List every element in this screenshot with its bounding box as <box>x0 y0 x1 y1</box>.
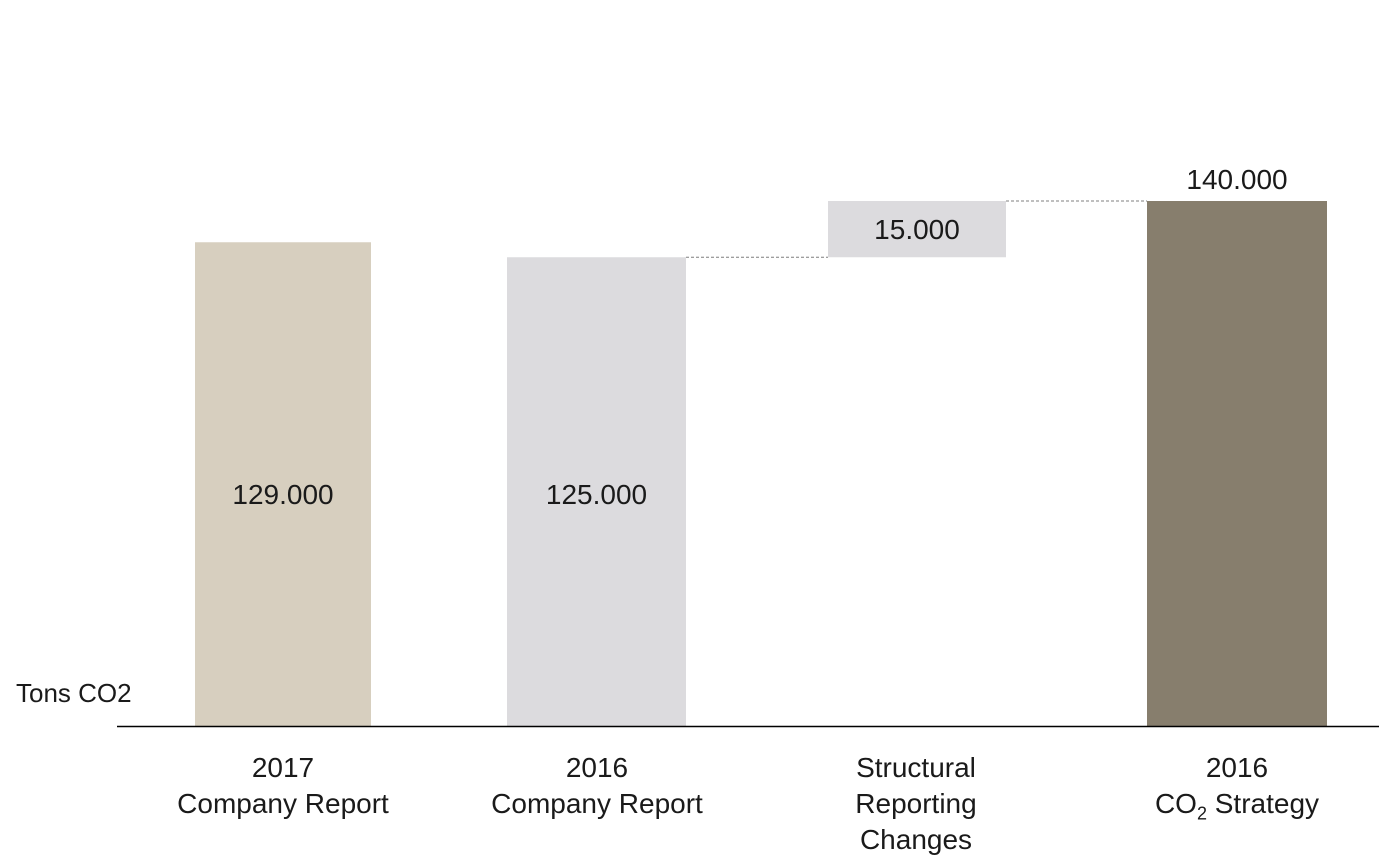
category-label-line: Structural <box>856 752 976 783</box>
category-label-line: 2016 <box>1205 752 1269 783</box>
category-label-line: Reporting <box>855 788 977 819</box>
category-label-line: Company Report <box>491 788 703 819</box>
bar-value-label-0: 129.000 <box>232 479 333 510</box>
category-label-structural-reporting-changes: Structural Reporting Changes <box>766 750 1066 858</box>
category-label-2016-co2-strategy: 2016 CO2 Strategy <box>1087 750 1379 824</box>
bar-0 <box>195 242 371 726</box>
bar-value-label-3: 140.000 <box>1186 164 1287 195</box>
y-unit-label: Tons CO2 <box>16 678 132 708</box>
co-text: CO <box>1154 788 1197 819</box>
category-label-2016-company-report: 2016 Company Report <box>447 750 747 822</box>
category-label-line: Company Report <box>177 788 389 819</box>
bar-1 <box>507 257 686 726</box>
bars <box>195 201 1327 726</box>
category-label-line: CO2 Strategy <box>1087 786 1379 824</box>
connector-lines <box>686 200 1147 258</box>
category-label-line: Changes <box>859 824 973 855</box>
bar-2 <box>828 201 1006 258</box>
category-label-line: 2017 <box>251 752 315 783</box>
strategy-text: Strategy <box>1206 788 1320 819</box>
bar-labels: 129.000 125.000 15.000 140.000 <box>232 164 1287 510</box>
bar-3 <box>1147 201 1327 726</box>
category-label-line: 2016 <box>565 752 629 783</box>
category-label-2017-company-report: 2017 Company Report <box>133 750 433 822</box>
bar-value-label-2: 15.000 <box>874 214 960 245</box>
subscript-2: 2 <box>1196 803 1207 824</box>
bar-value-label-1: 125.000 <box>546 479 647 510</box>
